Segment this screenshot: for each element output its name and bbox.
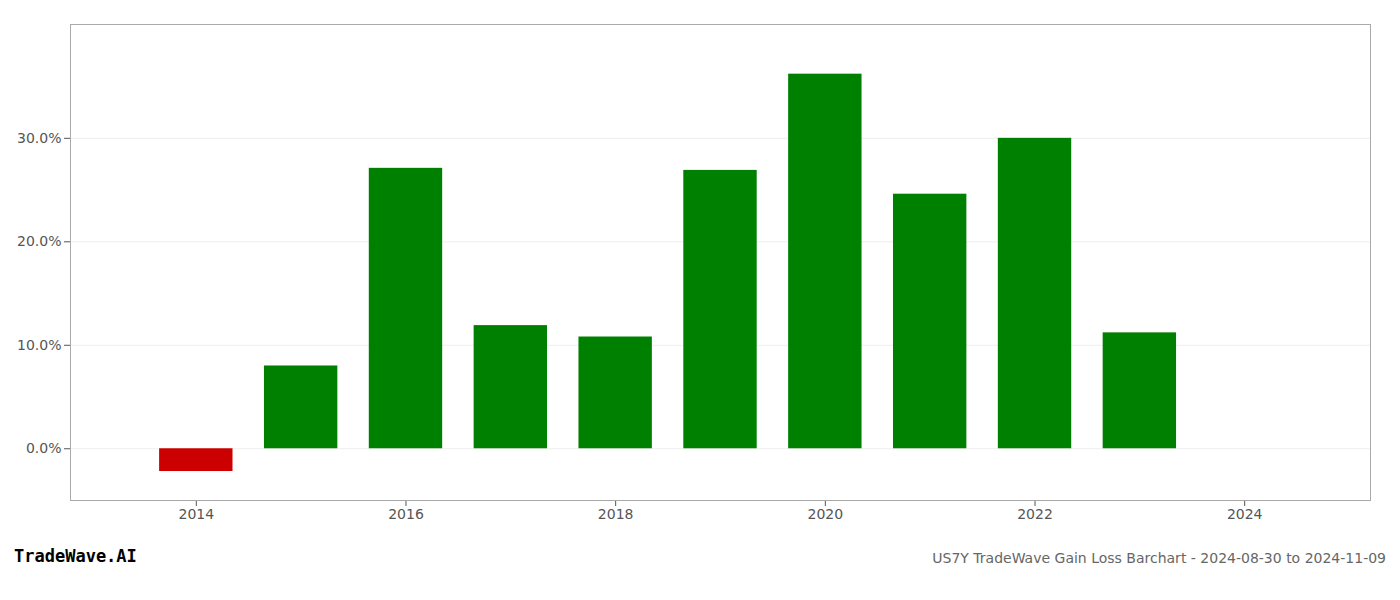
svg-text:10.0%: 10.0% <box>17 337 61 353</box>
svg-text:20.0%: 20.0% <box>17 233 61 249</box>
svg-text:30.0%: 30.0% <box>17 130 61 146</box>
svg-text:2018: 2018 <box>598 506 634 522</box>
svg-text:2024: 2024 <box>1227 506 1263 522</box>
svg-text:2016: 2016 <box>388 506 424 522</box>
html-text:US7Y TradeWave Gain Loss Barch: US7Y TradeWave Gain Loss Barchart - 2024… <box>932 550 1386 566</box>
svg-text:0.0%: 0.0% <box>26 440 62 456</box>
svg-text:2022: 2022 <box>1017 506 1053 522</box>
svg-text:2020: 2020 <box>808 506 844 522</box>
html-text:TradeWave.AI: TradeWave.AI <box>14 546 137 566</box>
svg-text:2014: 2014 <box>178 506 214 522</box>
